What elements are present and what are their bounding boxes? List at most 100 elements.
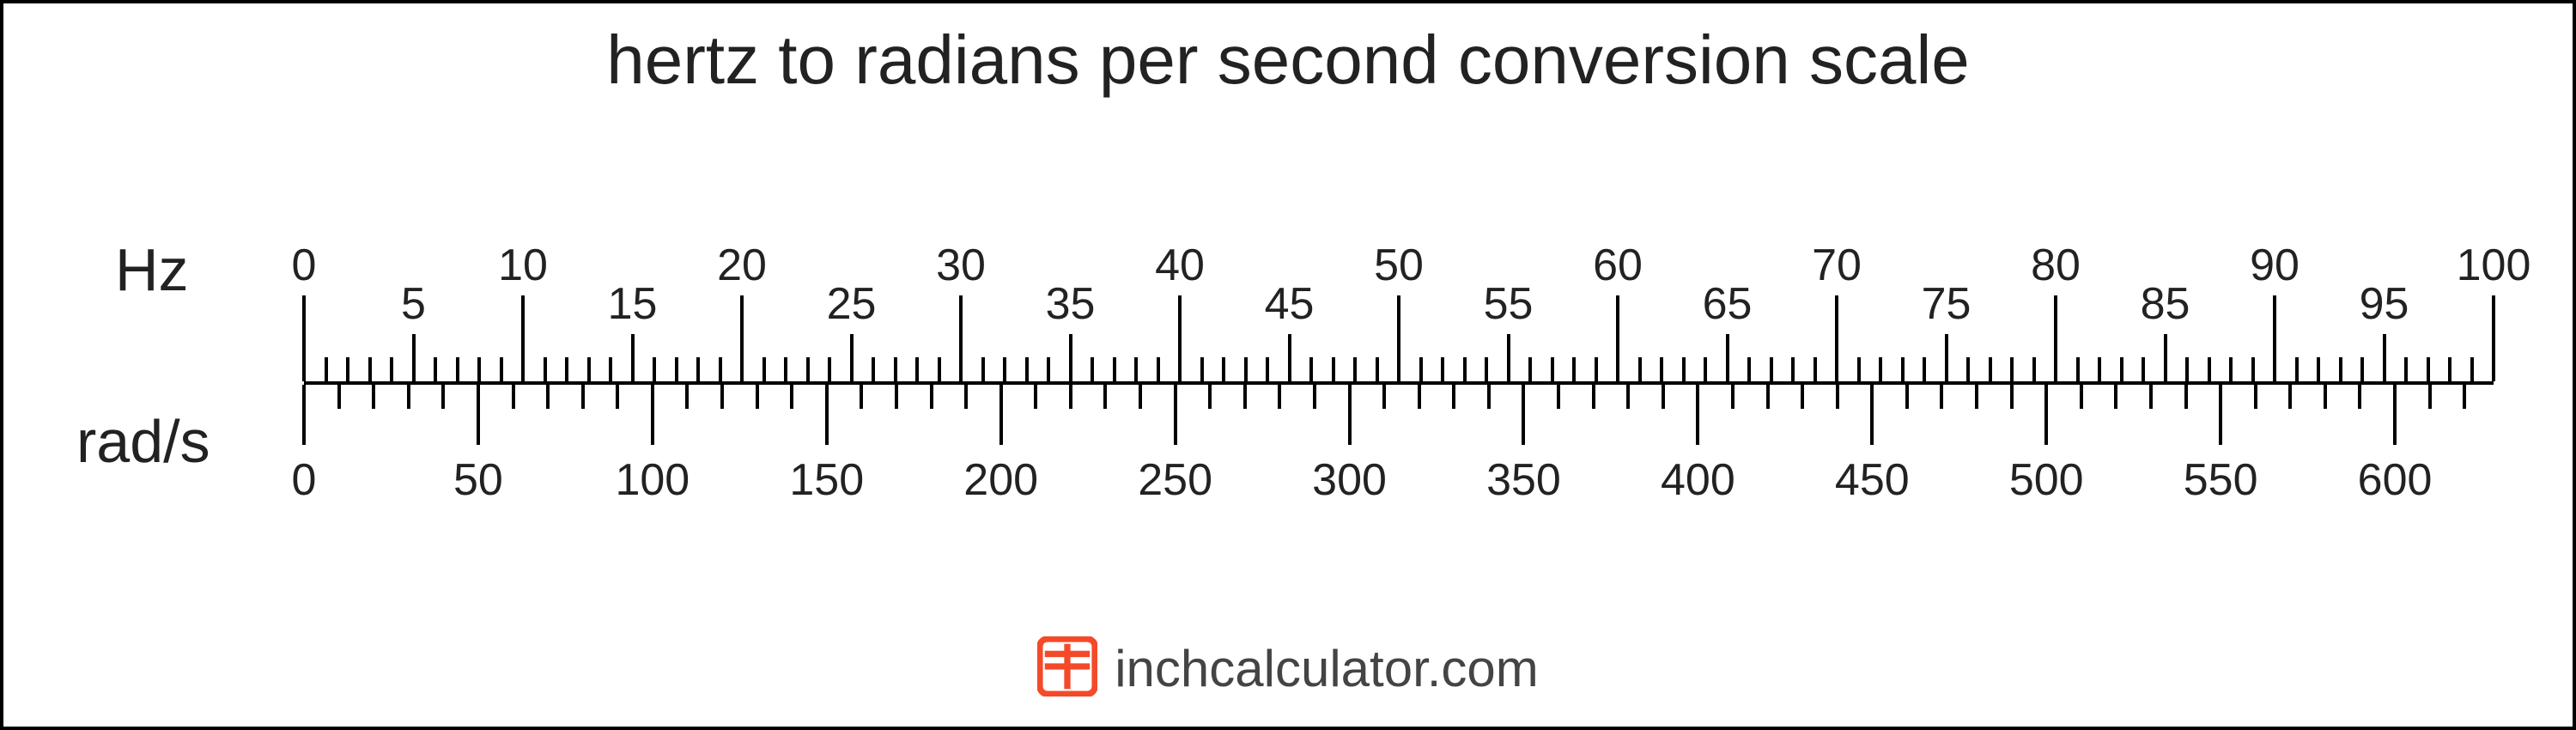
- top-tick: [2470, 357, 2474, 381]
- bottom-tick: [2184, 385, 2188, 409]
- bottom-tick: [441, 385, 445, 409]
- top-tick: [1572, 357, 1576, 381]
- top-major-label: 80: [2031, 240, 2081, 291]
- top-tick: [1485, 357, 1488, 381]
- top-tick: [1463, 357, 1467, 381]
- top-tick: [631, 334, 635, 381]
- bottom-tick: [1348, 385, 1352, 445]
- top-tick: [521, 295, 525, 381]
- top-tick: [828, 357, 831, 381]
- top-tick: [1419, 357, 1423, 381]
- footer-text: inchcalculator.com: [1115, 640, 1539, 697]
- top-tick: [1814, 357, 1817, 381]
- top-unit-label: Hz: [115, 235, 189, 304]
- top-tick: [1003, 357, 1006, 381]
- bottom-label: 500: [2009, 454, 2084, 506]
- bottom-label: 100: [615, 454, 690, 506]
- top-tick: [696, 357, 700, 381]
- top-tick: [784, 357, 787, 381]
- top-tick: [1507, 334, 1510, 381]
- top-major-label: 30: [936, 240, 986, 291]
- top-major-label: 70: [1812, 240, 1862, 291]
- top-tick: [2208, 357, 2211, 381]
- bottom-tick: [1766, 385, 1770, 409]
- top-tick: [609, 357, 612, 381]
- bottom-label: 350: [1486, 454, 1561, 506]
- bottom-tick: [1139, 385, 1142, 409]
- top-tick: [2383, 334, 2386, 381]
- bottom-tick: [895, 385, 898, 409]
- top-tick: [390, 357, 393, 381]
- top-tick: [1989, 357, 1992, 381]
- top-tick: [2010, 357, 2014, 381]
- bottom-tick: [1836, 385, 1839, 409]
- top-tick: [938, 357, 941, 381]
- top-tick: [1157, 357, 1160, 381]
- bottom-tick: [581, 385, 585, 409]
- bottom-tick: [546, 385, 550, 409]
- top-tick: [1966, 357, 1970, 381]
- bottom-tick: [651, 385, 654, 445]
- bottom-label: 150: [789, 454, 864, 506]
- top-tick: [1288, 334, 1291, 381]
- bottom-tick: [790, 385, 793, 409]
- bottom-tick: [1940, 385, 1943, 409]
- top-tick: [1047, 357, 1050, 381]
- top-tick: [1791, 357, 1795, 381]
- bottom-tick: [1662, 385, 1665, 409]
- footer: inchcalculator.com: [3, 636, 2573, 701]
- top-tick: [2317, 357, 2320, 381]
- top-tick: [2032, 357, 2036, 381]
- top-tick: [1857, 357, 1861, 381]
- bottom-tick: [1034, 385, 1037, 409]
- top-major-label: 50: [1374, 240, 1424, 291]
- top-tick: [1595, 357, 1598, 381]
- bottom-label: 550: [2184, 454, 2258, 506]
- bottom-tick: [1975, 385, 1978, 409]
- top-major-label: 100: [2457, 240, 2531, 291]
- top-tick: [587, 357, 591, 381]
- bottom-unit-label: rad/s: [76, 407, 210, 476]
- bottom-tick: [407, 385, 410, 409]
- top-mid-label: 65: [1703, 278, 1753, 330]
- top-major-label: 0: [292, 240, 317, 291]
- top-tick: [1091, 357, 1094, 381]
- top-tick: [2492, 295, 2495, 381]
- top-mid-label: 85: [2141, 278, 2190, 330]
- bottom-tick: [372, 385, 375, 409]
- bottom-tick: [1103, 385, 1107, 409]
- top-tick: [1704, 357, 1707, 381]
- bottom-tick: [2288, 385, 2292, 409]
- top-mid-label: 45: [1265, 278, 1315, 330]
- bottom-label: 0: [292, 454, 317, 506]
- top-tick: [2054, 295, 2057, 381]
- top-tick: [1923, 357, 1926, 381]
- top-tick: [1266, 357, 1269, 381]
- bottom-tick: [1626, 385, 1630, 409]
- bottom-tick: [1487, 385, 1491, 409]
- bottom-label: 300: [1312, 454, 1387, 506]
- top-tick: [1528, 357, 1532, 381]
- scale-axis: [304, 381, 2494, 385]
- bottom-tick: [2463, 385, 2466, 409]
- bottom-tick: [1243, 385, 1247, 409]
- bottom-tick: [2393, 385, 2397, 445]
- top-major-label: 60: [1593, 240, 1643, 291]
- top-mid-label: 95: [2360, 278, 2409, 330]
- bottom-tick: [616, 385, 619, 409]
- bottom-tick: [1557, 385, 1560, 409]
- top-tick: [1441, 357, 1444, 381]
- top-major-label: 90: [2250, 240, 2300, 291]
- calculator-icon: [1037, 636, 1097, 701]
- bottom-tick: [477, 385, 480, 445]
- top-mid-label: 75: [1922, 278, 1971, 330]
- bottom-tick: [1174, 385, 1177, 445]
- top-tick: [1682, 357, 1686, 381]
- bottom-tick: [512, 385, 515, 409]
- bottom-tick: [825, 385, 829, 445]
- top-tick: [2251, 357, 2255, 381]
- bottom-tick: [860, 385, 863, 409]
- top-tick: [872, 357, 875, 381]
- bottom-tick: [2358, 385, 2361, 409]
- bottom-tick: [2254, 385, 2257, 409]
